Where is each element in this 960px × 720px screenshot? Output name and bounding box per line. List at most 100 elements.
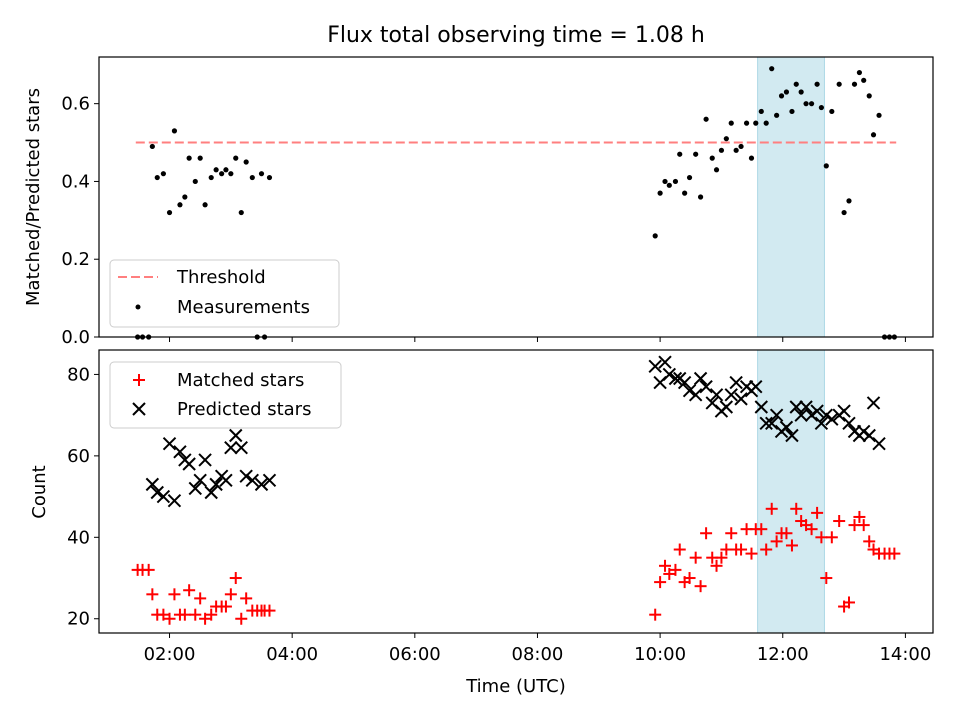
legend-threshold-label: Threshold: [176, 267, 266, 288]
measurement-point: [160, 171, 166, 177]
matched-star-point: [790, 502, 803, 515]
matched-star-point: [683, 572, 696, 585]
matched-star-point: [157, 608, 170, 621]
measurement-point: [662, 178, 668, 185]
legend-matched-swatch: [133, 374, 145, 386]
measurement-point: [758, 108, 764, 115]
measurement-point: [154, 174, 160, 181]
measurement-point: [703, 116, 709, 122]
bottom-y-ticks: 20 40 60 80: [67, 364, 99, 630]
predicted-star-point: [759, 416, 773, 431]
matched-star-point: [853, 510, 866, 523]
predicted-star-point: [866, 396, 881, 410]
measurement-point: [763, 120, 769, 126]
top-legend-box: [109, 259, 340, 328]
measurement-point: [709, 155, 715, 161]
predicted-star-point: [872, 436, 886, 451]
measurement-point: [718, 147, 725, 153]
y-tick-label: 0.0: [61, 327, 90, 348]
measurement-point: [223, 167, 229, 173]
measurement-point: [778, 93, 785, 99]
predicted-star-point: [804, 408, 819, 422]
measurement-point: [258, 171, 265, 177]
predicted-star-point: [167, 493, 182, 508]
measurement-point: [861, 77, 867, 83]
predicted-star-point: [150, 485, 164, 500]
measurement-point: [192, 178, 198, 185]
predicted-star-point: [810, 404, 824, 418]
measurement-point: [876, 112, 882, 118]
matched-star-point: [725, 527, 738, 540]
matched-star-point: [700, 527, 713, 540]
matched-star-point: [146, 588, 159, 601]
matched-star-point: [833, 515, 846, 528]
predicted-star-point: [794, 408, 808, 422]
predicted-star-point: [648, 359, 662, 373]
measurement-point: [182, 194, 188, 200]
predicted-star-point: [688, 388, 703, 402]
measurement-point: [856, 69, 863, 76]
measurement-point: [149, 143, 155, 150]
matched-star-point: [142, 563, 155, 576]
measurement-point: [208, 174, 214, 181]
predicted-star-point: [173, 445, 187, 459]
y-tick-label: 20: [67, 609, 90, 630]
predicted-star-point: [662, 367, 677, 382]
measurement-point: [266, 174, 273, 181]
predicted-star-point: [229, 428, 243, 443]
measurement-point: [798, 89, 804, 95]
measurement-point: [657, 190, 663, 196]
measurement-point: [713, 167, 720, 173]
bottom-axes-frame: [98, 349, 934, 634]
predicted-star-point: [234, 441, 248, 455]
measurement-point: [202, 202, 208, 208]
matched-star-point: [168, 588, 181, 601]
top-y-axis-label: Matched/Predicted stars: [23, 88, 44, 306]
measurement-point: [738, 143, 744, 150]
matched-star-point: [857, 519, 870, 532]
measurement-point: [829, 108, 835, 115]
matched-star-point: [240, 592, 253, 605]
predicted-star-point: [254, 477, 269, 492]
measurement-point: [808, 101, 815, 107]
predicted-star-point: [156, 489, 171, 504]
predicted-star-point: [682, 384, 697, 398]
matched-star-point: [189, 608, 202, 621]
predicted-star-point: [724, 388, 738, 402]
measurement-point: [219, 171, 225, 177]
matched-star-point: [785, 539, 798, 552]
matched-star-point: [199, 612, 212, 625]
predicted-star-point: [734, 392, 748, 406]
measurement-point: [774, 112, 780, 118]
chart-title: Flux total observing time = 1.08 h: [327, 23, 705, 48]
matched-star-point: [888, 547, 901, 560]
legend-measurements-swatch: [135, 304, 141, 310]
matched-star-point: [659, 559, 672, 572]
measurement-point: [814, 81, 820, 87]
measurement-point: [728, 120, 734, 126]
predicted-star-point: [709, 388, 724, 402]
measurement-point: [233, 155, 239, 161]
predicted-star-point: [182, 457, 196, 471]
predicted-star-point: [785, 428, 799, 443]
matched-star-point: [229, 572, 242, 585]
predicted-star-point: [856, 424, 871, 439]
measurement-point: [652, 233, 658, 239]
measurement-point: [769, 66, 775, 72]
predicted-star-point: [719, 400, 734, 414]
x-tick-label: 06:00: [389, 644, 441, 665]
bottom-legend: Matched stars Predicted stars: [109, 361, 342, 429]
predicted-star-point: [262, 473, 277, 488]
matched-star-point: [825, 531, 838, 544]
matched-star-point: [673, 543, 686, 556]
measurement-point: [693, 151, 699, 157]
matched-star-point: [219, 600, 232, 613]
matched-star-point: [815, 531, 828, 544]
y-tick-label: 80: [67, 364, 90, 385]
predicted-star-point: [729, 375, 743, 390]
predicted-star-point: [668, 371, 683, 386]
measurement-point: [682, 190, 688, 196]
predicted-star-point: [145, 477, 160, 492]
predicted-star-point: [219, 473, 233, 488]
